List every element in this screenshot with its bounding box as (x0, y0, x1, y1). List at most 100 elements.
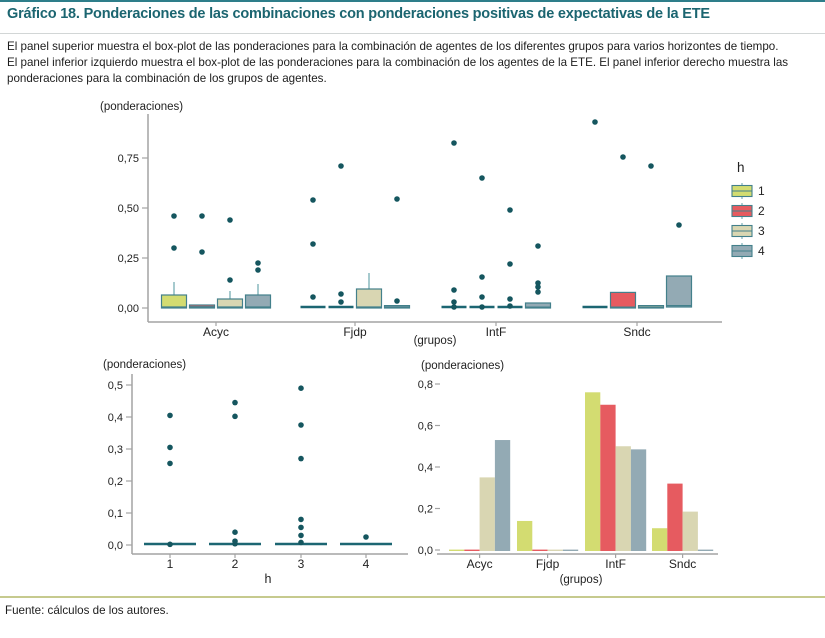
x-tick-label: IntF (486, 325, 507, 339)
outlier-point (507, 303, 513, 309)
y-tick-label: 0,8 (418, 379, 433, 391)
outlier-point (167, 444, 173, 451)
zero-bar (547, 549, 563, 551)
outlier-point (535, 284, 541, 290)
y-tick-label: 0,4 (108, 412, 123, 424)
zero-bar (449, 549, 465, 551)
bar (600, 404, 616, 551)
y-tick-label: 0,3 (108, 444, 123, 456)
y-axis-label: (ponderaciones) (421, 360, 504, 372)
x-tick-label: Sndc (669, 557, 696, 571)
outlier-point (394, 298, 400, 304)
zero-bar (697, 549, 714, 551)
legend-label: 1 (758, 184, 765, 198)
outlier-point (310, 241, 316, 247)
box (216, 298, 244, 309)
outlier-point (171, 213, 177, 219)
bar (630, 449, 647, 551)
box (609, 291, 637, 309)
x-tick-label: Acyc (467, 557, 493, 571)
outlier-point (648, 163, 654, 169)
description-line-1: El panel superior muestra el box-plot de… (7, 40, 779, 53)
outlier-point (310, 294, 316, 300)
x-tick-label: Fjdp (536, 557, 560, 571)
y-tick-label: 0,2 (418, 504, 433, 516)
outlier-point (298, 422, 304, 428)
x-axis-label: (grupos) (560, 574, 603, 586)
outlier-point (451, 299, 457, 305)
outlier-point (227, 277, 233, 283)
x-tick-label: 4 (363, 557, 370, 571)
zero-bar (464, 549, 480, 551)
outlier-point (298, 516, 304, 523)
bottom-left-boxplot-panel: (ponderaciones) 0,0 0,1 0,2 0,3 0,4 0,5 1 2 3 4 h (103, 359, 408, 586)
zero-bar (562, 549, 579, 551)
outlier-point (451, 287, 457, 293)
x-tick-label: Sndc (623, 325, 650, 339)
outlier-point (535, 280, 541, 286)
x-tick-label: 3 (298, 557, 305, 571)
footer-divider (0, 596, 825, 598)
outlier-point (479, 175, 485, 181)
outlier-point (227, 217, 233, 223)
y-tick-label: 0,0 (418, 545, 433, 557)
outlier-point (592, 119, 598, 125)
bar (652, 528, 668, 551)
y-tick-label: 0,6 (418, 421, 433, 433)
outlier-point (620, 154, 626, 160)
outlier-point (171, 245, 177, 251)
top-boxplot-panel: (ponderaciones) 0,00 0,25 0,50 0,75 Acyc Fjdp I… (100, 101, 765, 347)
outlier-point (338, 299, 344, 305)
outlier-point (338, 163, 344, 169)
zero-bar (532, 549, 548, 551)
outlier-point (451, 304, 457, 310)
description-line-2: El panel inferior izquierdo muestra el b… (7, 56, 789, 69)
legend-label: 2 (758, 204, 765, 218)
x-axis-label: h (265, 572, 272, 586)
outlier-point (676, 222, 682, 228)
bar (517, 520, 533, 551)
outlier-point (232, 399, 238, 406)
outlier-point (298, 524, 304, 531)
bar (479, 477, 495, 551)
outlier-point (232, 529, 238, 535)
outlier-point (507, 296, 513, 302)
outlier-point (338, 291, 344, 297)
outlier-point (535, 243, 541, 249)
outlier-point (199, 249, 205, 255)
outlier-point (451, 140, 457, 146)
bar (682, 511, 698, 551)
bar (494, 440, 511, 551)
outlier-point (363, 534, 369, 540)
outlier-point (535, 289, 541, 295)
y-tick-label: 0,4 (418, 462, 433, 474)
legend-title: h (737, 160, 745, 175)
box (244, 294, 272, 309)
top-accent-bar (0, 0, 825, 2)
y-axis-label: (ponderaciones) (100, 101, 183, 113)
source-note: Fuente: cálculos de los autores. (5, 604, 169, 617)
outlier-point (479, 304, 485, 310)
outlier-point (232, 540, 238, 547)
outlier-point (255, 267, 261, 273)
x-tick-label: Acyc (203, 325, 229, 339)
title-divider (0, 33, 825, 34)
x-tick-label: 1 (167, 557, 174, 571)
outlier-point (298, 539, 304, 546)
box (355, 288, 383, 309)
outlier-point (479, 294, 485, 300)
y-tick-label: 0,75 (118, 153, 139, 165)
y-tick-label: 0,50 (118, 203, 139, 215)
outlier-point (507, 207, 513, 213)
y-tick-label: 0,25 (118, 253, 139, 265)
y-axis-label: (ponderaciones) (103, 359, 186, 371)
y-tick-label: 0,0 (108, 540, 123, 552)
outlier-point (298, 455, 304, 462)
x-tick-label: IntF (605, 557, 626, 571)
outlier-point (298, 532, 304, 539)
legend-label: 4 (758, 244, 765, 258)
x-tick-label: 2 (232, 557, 239, 571)
y-tick-label: 0,00 (118, 303, 139, 315)
box (160, 294, 188, 309)
legend-label: 3 (758, 224, 765, 238)
